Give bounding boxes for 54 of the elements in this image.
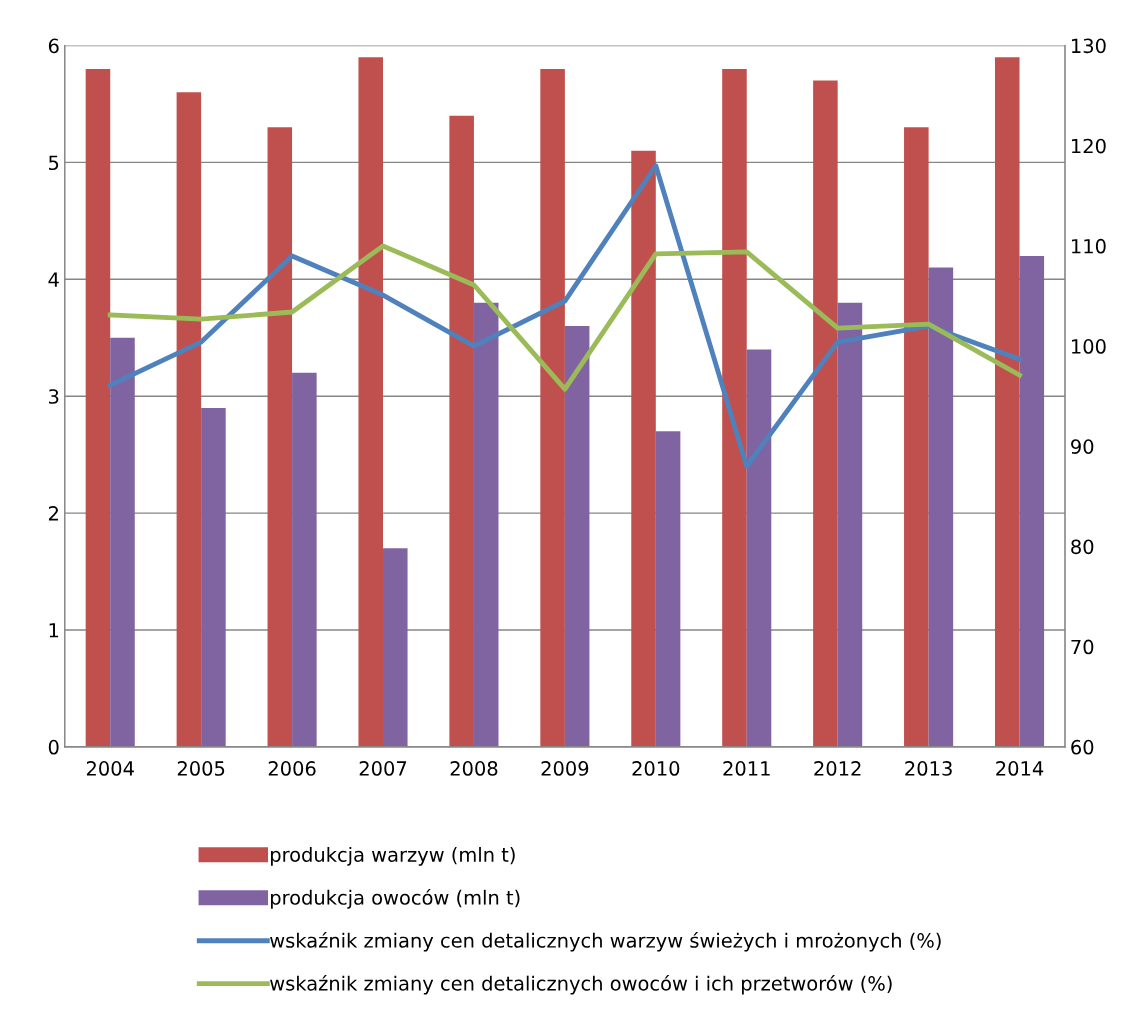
bar xyxy=(722,68,747,747)
x-tick-label: 2005 xyxy=(177,761,225,776)
y2-tick-label: 100 xyxy=(1072,339,1106,354)
y-tick-label: 0 xyxy=(48,739,59,755)
bar xyxy=(813,80,838,747)
legend-label: wskaźnik zmiany cen detalicznych warzyw świeżych i mrożonych (%) xyxy=(270,931,941,952)
x-tick-label: 2007 xyxy=(359,761,407,776)
bar xyxy=(449,115,474,747)
x-tick-label: 2014 xyxy=(996,761,1044,776)
y2-tick-label: 90 xyxy=(1071,439,1094,454)
y-tick-label: 5 xyxy=(49,155,59,171)
bar xyxy=(383,548,408,747)
bar xyxy=(473,302,499,747)
y-tick-label: 4 xyxy=(48,272,59,287)
x-tick-label: 2004 xyxy=(86,761,134,776)
x-tick-label: 2009 xyxy=(541,761,589,776)
bar xyxy=(267,127,293,747)
y2-tick-label: 120 xyxy=(1072,138,1106,154)
line-series xyxy=(107,163,1022,469)
bar xyxy=(540,68,565,747)
legend-label: produkcja warzyw (mln t) xyxy=(271,846,515,866)
bar xyxy=(631,150,656,747)
bar xyxy=(1019,255,1045,747)
bar xyxy=(928,267,954,747)
y-tick-label: 1 xyxy=(49,623,59,638)
x-tick-label: 2010 xyxy=(632,761,680,776)
line-series xyxy=(107,243,1022,392)
x-tick-label: 2008 xyxy=(450,761,498,776)
bar xyxy=(85,68,111,747)
y2-tick-label: 130 xyxy=(1072,38,1106,54)
y2-tick-label: 70 xyxy=(1071,639,1094,655)
x-tick-label: 2011 xyxy=(723,761,770,776)
bar xyxy=(201,407,226,747)
bar xyxy=(655,431,681,747)
bar xyxy=(904,127,929,747)
y-tick-label: 6 xyxy=(48,38,59,54)
y2-tick-label: 110 xyxy=(1072,238,1106,254)
x-tick-label: 2012 xyxy=(814,761,861,776)
bar xyxy=(358,57,384,747)
y2-tick-label: 60 xyxy=(1071,739,1094,755)
y2-tick-label: 80 xyxy=(1071,539,1094,555)
bar xyxy=(176,92,202,747)
y-tick-label: 2 xyxy=(48,506,58,521)
x-tick-label: 2006 xyxy=(268,761,316,776)
legend-label: wskaźnik zmiany cen detalicznych owoców i ich przetworów (%) xyxy=(270,974,892,995)
bar xyxy=(564,326,590,747)
bar xyxy=(837,302,863,747)
x-tick-label: 2013 xyxy=(905,761,952,776)
bar xyxy=(994,57,1020,747)
bar xyxy=(110,337,135,747)
bar xyxy=(292,372,317,747)
legend-label: produkcja owoców (mln t) xyxy=(271,889,520,909)
bar xyxy=(746,349,772,747)
y-tick-label: 3 xyxy=(49,389,59,404)
